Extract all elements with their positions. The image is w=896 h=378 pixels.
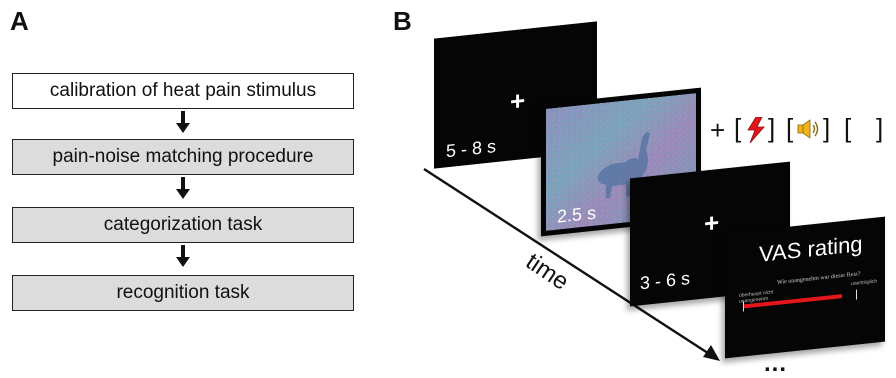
bracket-close-2: ] <box>823 113 831 143</box>
duration-label-2: 2.5 s <box>557 202 597 227</box>
speaker-icon <box>797 119 819 139</box>
step-categorization-box: categorization task <box>12 207 354 243</box>
options-plus: + <box>710 115 726 145</box>
duration-label-3: 3 - 6 s <box>640 268 691 294</box>
step-matching-box: pain-noise matching procedure <box>12 139 354 175</box>
step-recognition-box: recognition task <box>12 275 354 311</box>
step-categorization-label: categorization task <box>103 214 263 235</box>
vas-rating-screen: VAS rating Wie unangenehm war dieser Rei… <box>725 216 885 359</box>
vas-anchor-right: unerträglich <box>851 278 878 288</box>
fixation-cross-1: + <box>510 84 526 117</box>
step-calibration-label: calibration of heat pain stimulus <box>49 80 317 101</box>
bracket-open-3: [ <box>844 113 852 143</box>
step-calibration-box: calibration of heat pain stimulus <box>12 73 354 109</box>
duration-label-1: 5 - 8 s <box>446 136 497 162</box>
vas-tick-right <box>856 289 857 300</box>
fixation-cross-2: + <box>704 207 720 239</box>
step-recognition-label: recognition task <box>116 282 250 303</box>
bracket-close-3: ] <box>876 113 884 143</box>
bracket-close-1: ] <box>768 113 776 143</box>
bracket-open-1: [ <box>734 113 742 143</box>
ellipsis: ... <box>764 350 788 377</box>
flow-arrow-3 <box>176 245 190 267</box>
flow-arrow-2 <box>176 177 190 199</box>
panel-b-label: B <box>393 6 412 36</box>
flow-arrow-1 <box>176 111 190 133</box>
panel-a-label: A <box>10 6 29 36</box>
lightning-bolt-icon <box>747 117 765 143</box>
step-matching-label: pain-noise matching procedure <box>52 146 314 167</box>
vas-question: Wie unangenehm war dieser Reiz? <box>777 271 861 286</box>
time-arrow <box>423 167 720 361</box>
vas-title: VAS rating <box>759 230 863 267</box>
bracket-open-2: [ <box>786 113 794 143</box>
